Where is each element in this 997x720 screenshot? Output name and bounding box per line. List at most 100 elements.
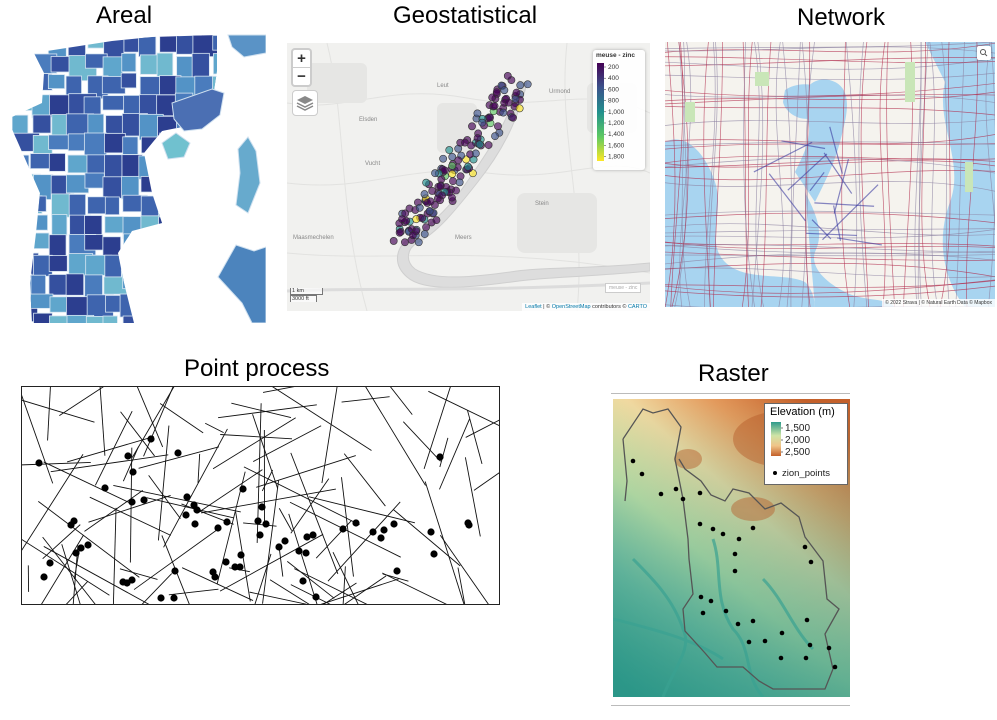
segment [65, 581, 89, 604]
zoom-in-button[interactable]: + [293, 50, 310, 68]
place-label: Urmond [549, 89, 570, 95]
road-line [681, 42, 691, 307]
road-line [679, 42, 692, 307]
census-tract [140, 232, 158, 260]
census-tract [159, 35, 180, 53]
road-line [665, 42, 995, 50]
legend-tick-label: 400 [608, 75, 619, 82]
census-tract [67, 35, 86, 58]
road-line [665, 134, 995, 144]
legend-tick-label: 1,400 [608, 131, 625, 138]
census-tract [212, 53, 217, 75]
event-point [380, 526, 388, 534]
segment [22, 394, 54, 484]
event-point [84, 541, 92, 549]
layers-button[interactable] [292, 90, 318, 116]
network-map[interactable]: © 2022 Strava | © Natural Earth Data © M… [665, 42, 995, 307]
elev-tick-label: 1,500 [785, 423, 810, 434]
road-line [665, 244, 995, 253]
event-point [223, 518, 231, 526]
sample-point [433, 194, 442, 203]
census-tract [51, 214, 68, 237]
segment [113, 484, 241, 513]
road-line [743, 42, 755, 307]
sample-point [389, 237, 398, 245]
census-tract [84, 215, 103, 236]
zoom-control: + − [291, 48, 312, 87]
sample-point [488, 93, 497, 102]
sample-point [401, 238, 409, 247]
geostatistical-map[interactable]: Leut Urmond Elsden Vucht Stein Maasmeche… [287, 43, 650, 311]
sample-point [437, 175, 446, 184]
sample-point [515, 104, 524, 113]
event-point [427, 528, 435, 536]
road-line [929, 42, 938, 307]
census-tract [141, 273, 169, 297]
census-tract [140, 195, 168, 218]
segment [249, 591, 307, 604]
road-line [665, 143, 995, 150]
census-tract [140, 215, 166, 235]
place-label: Leut [437, 83, 449, 89]
event-point [258, 503, 266, 511]
legend-tick-label: 1,200 [608, 120, 625, 127]
segment [89, 496, 171, 536]
census-tract [48, 255, 68, 272]
sample-point [511, 94, 520, 103]
carto-link[interactable]: CARTO [627, 304, 647, 310]
zion-point [700, 610, 706, 616]
zion-point [732, 568, 738, 574]
place-label: Vucht [365, 161, 380, 167]
census-tract [139, 253, 161, 276]
line-segments [22, 387, 499, 604]
areal-map [12, 33, 266, 323]
leaflet-link[interactable]: Leaflet [525, 304, 542, 310]
road-line [917, 42, 929, 307]
event-point [393, 567, 401, 575]
event-point [46, 559, 54, 567]
census-tract [210, 296, 217, 314]
zion-point [750, 525, 756, 531]
elev-tick-label: 2,500 [785, 447, 810, 458]
raster-top-rule [611, 393, 850, 394]
zion-point [698, 594, 704, 600]
census-tract [12, 35, 35, 56]
event-point [77, 544, 85, 552]
network-attribution: © 2022 Strava | © Natural Earth Data © M… [882, 299, 995, 307]
segment [272, 387, 372, 451]
segment [120, 411, 155, 457]
osm-link[interactable]: OpenStreetMap [551, 304, 591, 310]
sample-point [431, 169, 439, 178]
road-line [939, 42, 951, 307]
census-tract [158, 216, 187, 232]
road-line [665, 83, 995, 97]
event-point [129, 468, 137, 476]
zinc-legend-title: meuse - zinc [596, 52, 636, 59]
search-button[interactable] [977, 46, 991, 60]
place-label: Meers [455, 235, 472, 241]
event-point [436, 453, 444, 461]
event-point [239, 485, 247, 493]
segment [428, 390, 499, 426]
segment [321, 387, 338, 484]
segment [41, 534, 84, 604]
census-tract [138, 155, 157, 180]
census-tract [87, 196, 108, 215]
census-tract [191, 52, 210, 78]
census-tract [13, 312, 30, 323]
sample-point [499, 108, 508, 117]
road-line [988, 42, 995, 307]
census-tract [102, 95, 125, 111]
event-point [390, 520, 398, 528]
raster-map: Elevation (m) 1,500 2,000 2,500 zion_point… [613, 399, 850, 697]
segment [220, 434, 293, 440]
zinc-sample-points[interactable] [389, 72, 532, 247]
segment [365, 387, 426, 486]
census-tract [191, 254, 209, 270]
segment [219, 533, 324, 592]
zoom-out-button[interactable]: − [297, 68, 306, 85]
legend-tick-label: 1,800 [608, 154, 625, 161]
census-tract [104, 154, 123, 179]
road-line [918, 42, 922, 307]
road-line [753, 141, 813, 173]
